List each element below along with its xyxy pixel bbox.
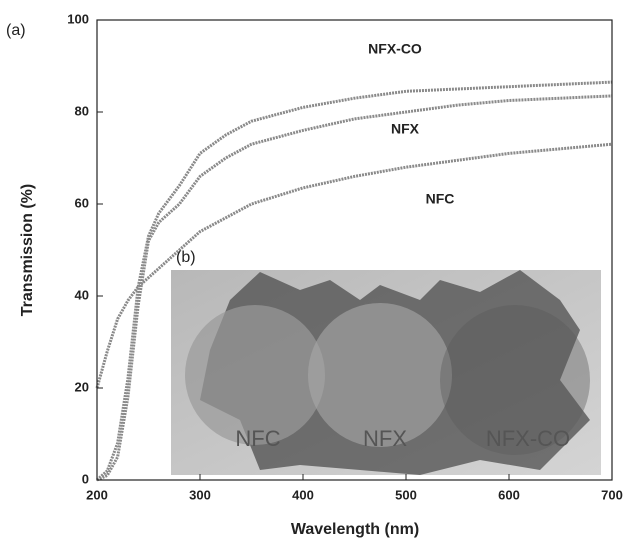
sample-label: NFC	[235, 426, 280, 451]
y-axis-label: Transmission (%)	[19, 184, 36, 316]
panel-label: (a)	[6, 22, 26, 39]
series-line	[96, 80, 613, 482]
inset-label: (b)	[176, 249, 196, 266]
y-tick-label: 40	[75, 287, 89, 302]
x-tick-label: 300	[189, 487, 211, 502]
inset-photo: (b) NFC NFX NFX-CO	[171, 249, 601, 475]
film-nfx	[308, 303, 452, 447]
y-tick-label: 0	[82, 471, 89, 486]
film-nfx-co	[440, 305, 590, 455]
sample-label: NFX	[363, 426, 407, 451]
plot-frame	[96, 19, 613, 481]
series-line	[95, 142, 613, 389]
x-tick-label: 400	[292, 487, 314, 502]
series-label: NFX	[391, 121, 420, 137]
y-tick-label: 80	[75, 103, 89, 118]
sample-label: NFX-CO	[486, 426, 570, 451]
y-tick-label: 100	[67, 11, 89, 26]
x-tick-label: 600	[498, 487, 520, 502]
series-label: NFX-CO	[368, 41, 422, 57]
x-tick-label: 500	[395, 487, 417, 502]
y-tick-label: 60	[75, 195, 89, 210]
series-line	[96, 94, 613, 482]
series-label: NFC	[426, 191, 455, 207]
y-tick-label: 20	[75, 379, 89, 394]
plot-area: NFX-CO NFX NFC	[95, 41, 613, 482]
x-tick-label: 700	[601, 487, 623, 502]
film-nfc	[185, 305, 325, 445]
x-axis-label: Wavelength (nm)	[291, 521, 419, 538]
x-tick-label: 200	[86, 487, 108, 502]
